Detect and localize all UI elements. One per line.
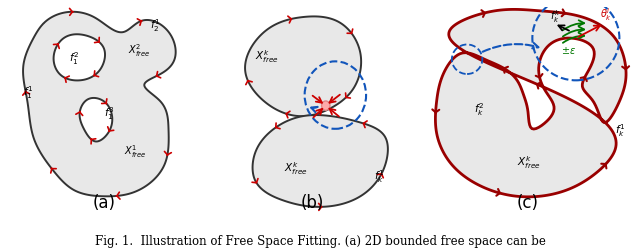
- Polygon shape: [245, 17, 361, 117]
- Polygon shape: [79, 98, 112, 142]
- Text: Fig. 1.  Illustration of Free Space Fitting. (a) 2D bounded free space can be: Fig. 1. Illustration of Free Space Fitti…: [95, 234, 545, 248]
- Text: $\theta_k^i$: $\theta_k^i$: [600, 6, 612, 23]
- Text: (a): (a): [93, 193, 115, 211]
- Text: $f_1^2$: $f_1^2$: [68, 50, 79, 67]
- Text: $X_{free}^2$: $X_{free}^2$: [128, 42, 150, 59]
- Text: (c): (c): [517, 193, 539, 211]
- Polygon shape: [435, 10, 626, 197]
- Text: $X_{free}^k$: $X_{free}^k$: [517, 153, 541, 170]
- Text: $f_1^3$: $f_1^3$: [104, 105, 115, 122]
- Text: $\pm\varepsilon$: $\pm\varepsilon$: [561, 45, 576, 56]
- Text: $X_{free}^k$: $X_{free}^k$: [284, 160, 307, 176]
- Text: $f_k^1$: $f_k^1$: [615, 122, 625, 138]
- Circle shape: [321, 102, 330, 111]
- Text: $f_1^1$: $f_1^1$: [24, 84, 34, 101]
- Text: $f_2^1$: $f_2^1$: [150, 17, 161, 34]
- Text: $f_k^1$: $f_k^1$: [374, 168, 384, 185]
- Polygon shape: [253, 116, 388, 207]
- Polygon shape: [23, 13, 175, 196]
- Text: $X_{free}^k$: $X_{free}^k$: [255, 48, 278, 65]
- Polygon shape: [54, 35, 105, 81]
- Text: (b): (b): [301, 193, 324, 211]
- Text: $f_k^k$: $f_k^k$: [550, 8, 560, 25]
- Text: $X_{free}^1$: $X_{free}^1$: [124, 143, 147, 160]
- Text: $f_k^2$: $f_k^2$: [474, 101, 484, 117]
